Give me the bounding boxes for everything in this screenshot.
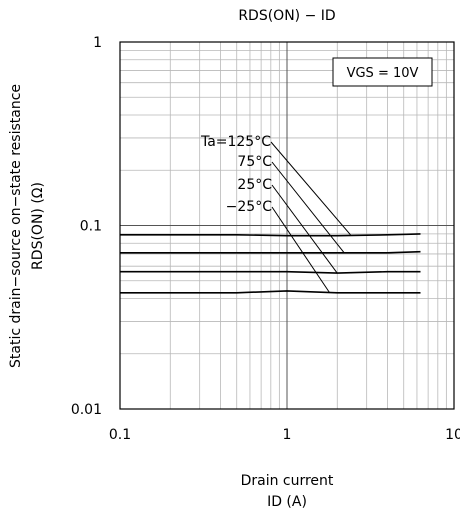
y-tick-labels: 1 0.1 0.01 (71, 35, 102, 418)
x-axis-label-line2: ID (A) (267, 494, 307, 510)
series-line (120, 250, 421, 254)
series-label-pointer (271, 206, 331, 294)
series-label-pointer (270, 141, 351, 236)
condition-label: VGS = 10V (347, 66, 419, 81)
y-tick-label: 0.01 (71, 402, 102, 418)
x-tick-labels: 0.1 1 10 (109, 427, 460, 443)
chart-title: RDS(ON) − ID (238, 8, 335, 24)
series-label: 75°C (237, 154, 272, 170)
series-label-pointer (271, 184, 338, 274)
series-labels: Ta=125°C 75°C 25°C −25°C (200, 134, 272, 215)
series-line (120, 233, 421, 237)
series-lines (120, 233, 421, 294)
x-axis-label-line1: Drain current (241, 473, 334, 489)
x-tick-label: 0.1 (109, 427, 131, 443)
series-label-pointers (270, 141, 351, 294)
series-label-pointer (271, 161, 345, 254)
y-tick-label: 0.1 (80, 219, 102, 235)
y-axis-label-line1: Static drain−source on−state resistance (8, 84, 24, 368)
plot-area-frame (119, 41, 455, 410)
series-label: 25°C (237, 177, 272, 193)
y-axis-label-line2: RDS(ON) (Ω) (30, 182, 46, 270)
x-tick-label: 1 (283, 427, 292, 443)
x-tick-label: 10 (445, 427, 460, 443)
condition-label-box (332, 57, 433, 87)
series-label: Ta=125°C (200, 134, 271, 150)
series-label: −25°C (226, 199, 273, 215)
series-line (120, 270, 421, 274)
series-line (120, 290, 421, 294)
y-tick-label: 1 (93, 35, 102, 51)
